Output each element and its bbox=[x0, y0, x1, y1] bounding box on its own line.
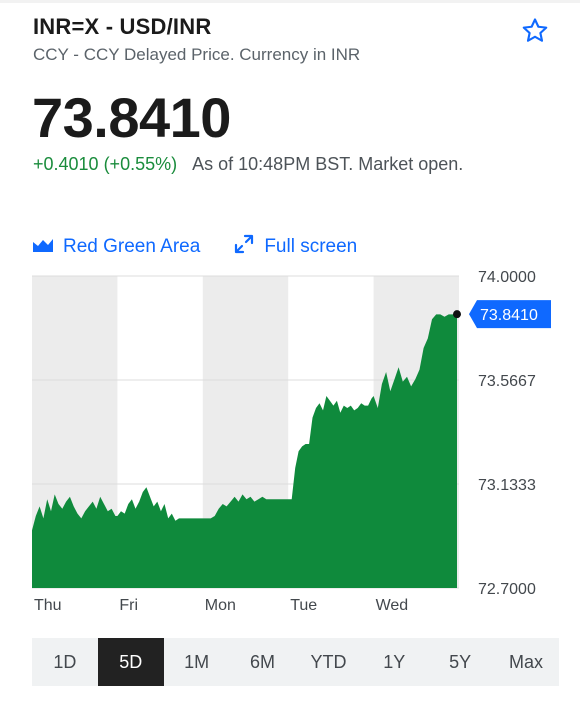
as-of-timestamp: As of 10:48PM BST. Market open. bbox=[192, 154, 464, 174]
price-change: +0.4010 (+0.55%) bbox=[33, 154, 178, 174]
range-button-1y[interactable]: 1Y bbox=[383, 651, 406, 672]
range-button-6m[interactable]: 6M bbox=[250, 651, 276, 672]
range-button-ytd[interactable]: YTD bbox=[310, 651, 347, 672]
range-button-1d[interactable]: 1D bbox=[53, 651, 77, 672]
range-button-max[interactable]: Max bbox=[509, 651, 544, 672]
fullscreen-button[interactable]: Full screen bbox=[234, 234, 357, 260]
range-button-5y[interactable]: 5Y bbox=[449, 651, 472, 672]
range-button-1m[interactable]: 1M bbox=[184, 651, 210, 672]
ticker-title: INR=X - USD/INR bbox=[33, 14, 212, 39]
star-icon[interactable] bbox=[520, 16, 550, 46]
top-divider bbox=[0, 0, 580, 3]
quote-header: INR=X - USD/INR CCY - CCY Delayed Price.… bbox=[33, 12, 550, 66]
price-change-row: +0.4010 (+0.55%) As of 10:48PM BST. Mark… bbox=[33, 152, 463, 176]
y-tick-label: 72.7000 bbox=[478, 581, 536, 598]
chart-toolbar: Red Green Area Full screen bbox=[33, 234, 357, 260]
x-tick-label: Mon bbox=[205, 597, 236, 614]
y-tick-label: 73.1333 bbox=[478, 477, 536, 494]
price-chart[interactable]: 74.0000 73.5667 73.1333 72.7000 Thu Fri Mon Tue… bbox=[0, 270, 580, 615]
range-button-5d[interactable]: 5D bbox=[97, 638, 164, 686]
price-area bbox=[32, 314, 457, 588]
current-price-flag-label: 73.8410 bbox=[480, 307, 538, 324]
y-tick-label: 73.5667 bbox=[478, 373, 536, 390]
x-tick-label: Fri bbox=[119, 597, 138, 614]
x-tick-label: Thu bbox=[34, 597, 62, 614]
quote-subtitle: CCY - CCY Delayed Price. Currency in INR bbox=[33, 45, 361, 64]
current-price-flag bbox=[469, 300, 551, 329]
expand-arrows-icon bbox=[234, 234, 264, 260]
time-range-selector: 1D 5D 1M 6M YTD 1Y 5Y Max bbox=[32, 638, 559, 686]
area-chart-icon bbox=[33, 236, 63, 258]
x-tick-label: Wed bbox=[376, 597, 409, 614]
x-tick-label: Tue bbox=[290, 597, 317, 614]
current-price-dot bbox=[453, 310, 461, 319]
chart-type-label: Red Green Area bbox=[63, 236, 201, 257]
current-price: 73.8410 bbox=[32, 86, 231, 149]
price-chart-svg: 74.0000 73.5667 73.1333 72.7000 Thu Fri Mon Tue… bbox=[32, 270, 551, 614]
fullscreen-label: Full screen bbox=[264, 236, 358, 257]
y-tick-label: 74.0000 bbox=[478, 270, 536, 286]
chart-type-button[interactable]: Red Green Area bbox=[33, 236, 200, 258]
